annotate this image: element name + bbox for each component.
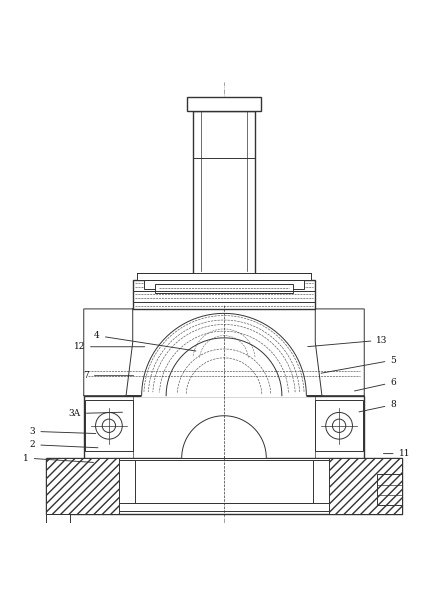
Text: 2: 2 <box>30 440 98 449</box>
Bar <box>133 280 315 309</box>
Text: 4: 4 <box>94 331 196 351</box>
Circle shape <box>95 412 122 439</box>
Bar <box>46 458 119 514</box>
Circle shape <box>102 419 116 433</box>
Bar <box>119 458 329 460</box>
Bar <box>188 97 260 111</box>
Bar <box>135 458 313 503</box>
Text: 3: 3 <box>30 427 96 436</box>
Bar <box>119 503 329 511</box>
Text: 8: 8 <box>359 400 396 412</box>
Circle shape <box>326 412 353 439</box>
Text: 1: 1 <box>23 454 94 463</box>
Bar <box>315 400 363 451</box>
Text: 13: 13 <box>308 335 388 347</box>
Bar <box>329 458 402 514</box>
Text: 11: 11 <box>383 449 410 458</box>
Bar <box>46 458 402 514</box>
Bar <box>46 458 119 514</box>
Text: 6: 6 <box>354 378 396 391</box>
Bar <box>144 280 304 289</box>
Polygon shape <box>182 416 266 458</box>
Bar <box>329 458 402 514</box>
Polygon shape <box>142 313 306 396</box>
Polygon shape <box>315 309 364 396</box>
Text: 5: 5 <box>321 356 396 373</box>
Bar <box>377 473 402 505</box>
Text: 3A: 3A <box>69 409 122 418</box>
Bar <box>46 514 70 524</box>
Polygon shape <box>84 309 364 396</box>
Bar <box>137 273 311 280</box>
Bar <box>377 473 402 505</box>
Polygon shape <box>84 309 133 396</box>
Bar <box>84 396 364 458</box>
Text: 12: 12 <box>73 342 145 351</box>
Bar <box>155 284 293 293</box>
Text: 7: 7 <box>83 371 134 380</box>
Circle shape <box>332 419 346 433</box>
Bar <box>85 400 133 451</box>
Bar <box>193 111 255 280</box>
